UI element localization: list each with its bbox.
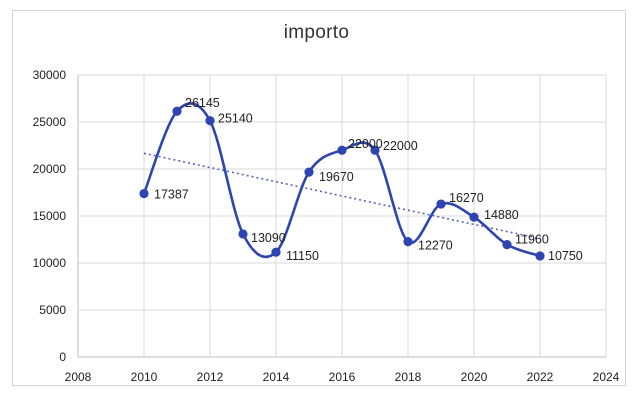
data-label: 22000: [348, 137, 383, 151]
data-point: [337, 145, 347, 155]
x-tick-label: 2014: [263, 370, 290, 384]
data-label: 16270: [449, 191, 484, 205]
x-tick-label: 2016: [329, 370, 356, 384]
data-point: [304, 167, 314, 177]
data-point: [436, 199, 446, 209]
x-tick-label: 2020: [461, 370, 488, 384]
data-point: [139, 188, 149, 199]
x-tick-label: 2012: [197, 370, 224, 384]
data-label: 10750: [548, 249, 583, 263]
data-label: 26145: [185, 96, 220, 110]
y-tick-label: 30000: [33, 68, 67, 82]
gridlines: [77, 74, 607, 358]
data-point: [535, 251, 545, 261]
data-label: 14880: [484, 208, 519, 222]
data-label: 11150: [286, 249, 319, 263]
data-label: 13090: [251, 231, 286, 245]
y-tick-label: 15000: [33, 209, 67, 223]
data-point: [403, 237, 413, 247]
y-tick-label: 25000: [33, 115, 67, 129]
x-tick-label: 2018: [395, 370, 422, 384]
data-label: 25140: [218, 112, 253, 126]
data-label: 12270: [418, 239, 453, 253]
data-label: 22000: [383, 139, 418, 153]
data-point: [238, 229, 248, 239]
chart-title: importo: [283, 22, 350, 43]
chart-frame: [12, 10, 626, 386]
y-tick-label: 0: [59, 350, 66, 364]
data-label: 11960: [515, 233, 549, 247]
x-tick-label: 2010: [131, 370, 158, 384]
x-tick-label: 2022: [527, 370, 554, 384]
x-tick-label: 2008: [65, 370, 92, 384]
x-tick-label: 2024: [593, 370, 620, 384]
y-tick-label: 20000: [33, 162, 67, 176]
y-tick-label: 10000: [33, 256, 67, 270]
data-point: [271, 247, 281, 257]
data-point: [172, 106, 182, 116]
data-point: [502, 239, 512, 250]
data-label: 19670: [319, 170, 354, 184]
data-point: [370, 145, 380, 155]
data-point: [205, 116, 215, 126]
data-series: [139, 102, 545, 261]
axes: 0 5000 10000 15000 20000 25000 30000 2008 2010 20…: [33, 68, 620, 384]
data-point: [469, 212, 479, 222]
y-tick-label: 5000: [39, 303, 66, 317]
data-label: 17387: [154, 188, 189, 202]
